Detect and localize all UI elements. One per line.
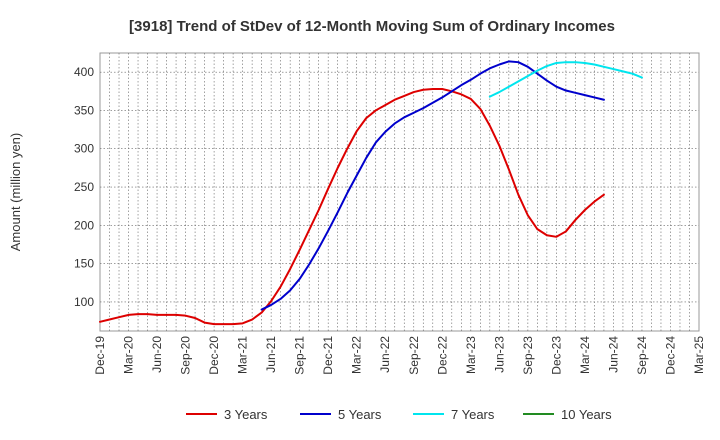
x-tick-label: Mar-22 (350, 336, 364, 374)
y-tick-label: 150 (74, 257, 94, 271)
legend-label-3-years: 3 Years (224, 407, 268, 422)
x-tick-label: Mar-25 (692, 336, 706, 374)
y-tick-label: 100 (74, 295, 94, 309)
x-tick-label: Jun-21 (264, 336, 278, 373)
legend-label-5-years: 5 Years (338, 407, 382, 422)
y-tick-label: 300 (74, 142, 94, 156)
x-tick-label: Jun-22 (378, 336, 392, 373)
series-lines (99, 60, 643, 326)
x-tick-label: Dec-19 (93, 336, 107, 375)
legend: 3 Years 5 Years 7 Years 10 Years (186, 407, 612, 422)
x-tick-label: Mar-24 (578, 336, 592, 374)
y-tick-label: 200 (74, 218, 94, 232)
x-axis-ticks: Dec-19 Mar-20 Jun-20 Sep-20 Dec-20 Mar-21 Jun-… (93, 336, 706, 375)
series-line-5-years (260, 60, 605, 311)
legend-label-10-years: 10 Years (561, 407, 612, 422)
y-tick-label: 350 (74, 103, 94, 117)
x-tick-label: Mar-21 (236, 336, 250, 374)
x-tick-label: Mar-23 (464, 336, 478, 374)
x-tick-label: Jun-20 (150, 336, 164, 373)
series-line-7-years (488, 61, 643, 98)
x-tick-label: Dec-21 (321, 336, 335, 375)
y-tick-label: 250 (74, 180, 94, 194)
y-axis-ticks: 100 150 200 250 300 350 400 (74, 65, 94, 309)
plot-area (99, 52, 700, 332)
x-tick-label: Sep-23 (521, 336, 535, 375)
chart-title: [3918] Trend of StDev of 12-Month Moving… (129, 18, 615, 35)
x-tick-label: Sep-21 (293, 336, 307, 375)
y-tick-label: 400 (74, 65, 94, 79)
x-tick-label: Sep-22 (407, 336, 421, 375)
x-tick-label: Sep-20 (179, 336, 193, 375)
x-tick-label: Sep-24 (635, 336, 649, 375)
x-tick-label: Mar-20 (122, 336, 136, 374)
legend-label-7-years: 7 Years (451, 407, 495, 422)
x-tick-label: Jun-24 (606, 336, 620, 373)
x-tick-label: Dec-20 (207, 336, 221, 375)
x-tick-label: Dec-23 (549, 336, 563, 375)
x-tick-label: Jun-23 (492, 336, 506, 373)
series-line-3-years (99, 87, 605, 326)
x-tick-label: Dec-22 (435, 336, 449, 375)
y-axis-label: Amount (million yen) (8, 133, 23, 252)
x-tick-label: Dec-24 (663, 336, 677, 375)
